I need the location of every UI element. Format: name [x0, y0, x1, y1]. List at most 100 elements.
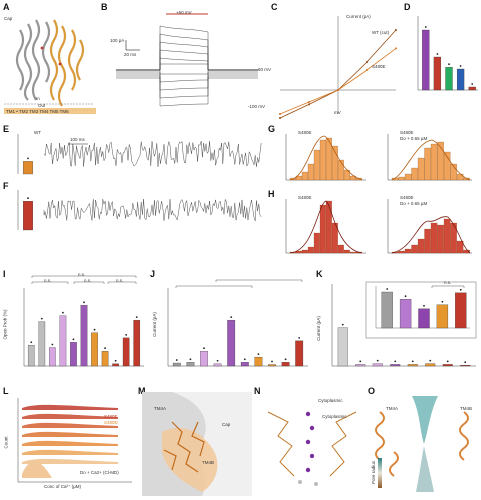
bar-i-11: [133, 319, 141, 367]
panel-b-traces: 100 pA 20 ms +60 mV 60 mV -100 mV: [108, 10, 271, 122]
surface-m: [142, 392, 252, 496]
dot-e-1: [27, 157, 29, 160]
panel-c-iv: Current (pA) mV WT (cut) S480E: [276, 10, 400, 122]
panel-e: 100 ms WT: [14, 130, 264, 180]
bar-k-inset-5: [455, 292, 467, 329]
panel-label-k: K: [316, 269, 323, 279]
dot-j-6: [243, 358, 246, 361]
ridge-2: [22, 413, 118, 419]
g2-bin-3: [404, 173, 412, 181]
iv-point-1-4: [366, 61, 368, 63]
bar-d-4: [456, 68, 465, 91]
pore-radius-o: [375, 396, 469, 492]
e-scale: 100 ms: [70, 137, 85, 142]
dot-k-4: [394, 360, 397, 363]
k-inset-ns: n.s.: [444, 280, 452, 285]
g1-bin-6: [319, 139, 326, 181]
n-title-2: Cytoplasmic: [322, 414, 347, 419]
dot-k-inset-3: [423, 304, 425, 307]
panel-l: S480E S480D Do + Ca2+ (Cl-MD) Conc of Ca…: [4, 392, 136, 496]
panel-label-n: N: [254, 386, 261, 396]
panel-label-o: O: [368, 386, 376, 396]
o-tm-right: TM4B: [460, 406, 473, 411]
c-ylabel: Current (pA): [346, 14, 371, 19]
h2-bin-6: [424, 228, 431, 254]
bar-j-8: [268, 364, 276, 367]
single-channel-e: [17, 134, 262, 175]
bar-j-3: [200, 351, 208, 367]
g1-bin-3: [301, 171, 308, 181]
dot-j-5: [230, 316, 233, 319]
m-tm4b: TM4B: [202, 460, 215, 465]
panel-h: S480E S480E Do + 0.65 µM: [276, 193, 480, 263]
h1-bin-9: [337, 244, 344, 254]
bar-j-1: [172, 362, 181, 367]
g1-bin-2: [295, 175, 302, 181]
histograms-h: [285, 199, 472, 254]
g1-bin-5: [313, 149, 320, 181]
panel-f: [14, 186, 264, 236]
ridge-5: [22, 440, 118, 446]
bar-k-inset-2: [399, 299, 412, 329]
g1-bin-8: [331, 145, 338, 181]
ridge-4: [22, 431, 118, 437]
h1-bin-4: [307, 246, 314, 254]
dot-k-5: [411, 360, 414, 363]
c-trace1: WT (cut): [372, 30, 390, 35]
h1-bin-10: [343, 249, 350, 254]
dot-i-2: [40, 317, 43, 320]
dot-j-10: [298, 336, 301, 339]
bar-i-4: [59, 315, 67, 367]
iv-point-2-5: [395, 47, 397, 50]
single-channel-f: [17, 190, 262, 231]
h2-bin-9: [443, 218, 451, 254]
dot-d-2: [436, 53, 439, 55]
l-xlabel: Conc of Ca²⁺ (µM): [44, 484, 81, 489]
bar-d-1: [422, 29, 430, 91]
panel-d-bars: [408, 10, 480, 122]
protein-structure-a: [4, 19, 96, 114]
pore-residues-n: [267, 411, 357, 486]
g2-bin-12: [463, 177, 470, 181]
panel-m: TM4A TM4B Cap: [142, 392, 252, 496]
dot-k-inset-2: [404, 295, 407, 298]
e-side: WT: [34, 130, 41, 135]
h1-bin-7: [325, 200, 332, 254]
i-ylabel: Open Prob (%): [2, 309, 8, 340]
j-ylabel: Current (pA): [151, 312, 157, 337]
bar-k-5: [407, 364, 418, 367]
n-title-1: Cytoplasmic: [318, 398, 343, 403]
dot-i-6: [83, 301, 85, 304]
dot-d-1: [424, 26, 427, 28]
g1-bin-7: [325, 137, 332, 181]
bar-i-7: [91, 332, 98, 367]
histograms-g: [285, 134, 472, 181]
ridge-3: [22, 422, 118, 428]
dot-j-3: [203, 347, 205, 350]
g2-bin-2: [398, 176, 405, 181]
ridge-base: [22, 461, 52, 478]
dot-i-7: [93, 328, 96, 331]
dot-k-6: [429, 359, 432, 362]
panel-label-f: F: [3, 181, 9, 191]
bar-k-3: [372, 363, 383, 367]
panel-o: TM4A TM4B Pore radius: [371, 392, 480, 496]
dot-d-3: [448, 63, 450, 66]
bar-j-2: [186, 362, 195, 367]
h2-bin-10: [450, 222, 457, 254]
h2-bin-12: [463, 249, 470, 254]
bar-j-6: [240, 362, 249, 367]
ridge-6: [22, 449, 118, 455]
bar-j-9: [281, 362, 290, 367]
label-tm-row: TM1 • TM2 TM3 TM4 TM5 TM6: [6, 109, 69, 114]
dot-k-8: [464, 361, 467, 364]
bars-i: [23, 275, 144, 367]
dot-k-inset-4: [441, 300, 444, 303]
bar-i-3: [49, 347, 56, 367]
bar-i-6: [80, 305, 88, 367]
iv-point-2-2: [308, 101, 310, 103]
panel-label-j: J: [150, 269, 156, 279]
label-cap: Cap: [4, 16, 13, 21]
o-scale-title: Pore radius: [371, 460, 377, 485]
dot-i-5: [72, 338, 75, 341]
